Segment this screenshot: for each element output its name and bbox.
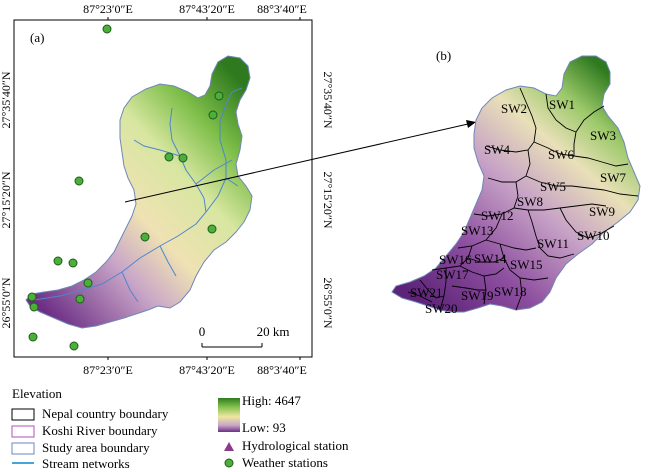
weather-station-icon bbox=[74, 176, 84, 186]
sw-label: SW17 bbox=[436, 267, 469, 282]
weather-station-icon bbox=[102, 24, 112, 34]
weather-station-icon bbox=[68, 258, 78, 268]
sw-label: SW5 bbox=[540, 179, 566, 194]
elevation-high-label: High: 4647 bbox=[242, 393, 301, 408]
study-boundary-swatch bbox=[11, 442, 35, 455]
bottom-tick-label: 88°3′40″E bbox=[257, 363, 307, 377]
legend-item: Stream networks bbox=[42, 456, 130, 472]
sw-label: SW9 bbox=[589, 204, 615, 219]
left-tick-label: 27°35′40″N bbox=[0, 71, 13, 128]
weather-station-icon bbox=[214, 91, 224, 101]
sw-label: SW10 bbox=[577, 228, 610, 243]
elevation-ramp bbox=[218, 398, 240, 432]
legend-label: Koshi River boundary bbox=[42, 423, 158, 438]
sw-label: SW19 bbox=[461, 288, 494, 303]
scale-bar-start: 0 bbox=[199, 324, 206, 339]
weather-station-icon bbox=[29, 302, 39, 312]
top-tick-label: 87°23′0″E bbox=[83, 2, 133, 16]
subwatershed-labels: SW1 SW2 SW3 SW4 SW5 SW6 SW7 SW8 SW9 SW10… bbox=[410, 97, 627, 316]
sw-label: SW21 bbox=[410, 285, 443, 300]
legend-title: Elevation bbox=[12, 386, 62, 401]
legend-label: Stream networks bbox=[42, 456, 130, 471]
weather-station-icon bbox=[69, 341, 79, 351]
bottom-tick-label: 87°23′0″E bbox=[83, 363, 133, 377]
sw-label: SW3 bbox=[590, 128, 616, 143]
sw-label: SW16 bbox=[439, 252, 472, 267]
weather-stations-a bbox=[27, 24, 224, 351]
elevation-legend: High: 4647 Low: 93 Hydrological station … bbox=[218, 393, 418, 471]
nepal-boundary-swatch bbox=[11, 408, 35, 421]
left-tick-label: 26°55′0″N bbox=[0, 277, 13, 328]
weather-station-icon bbox=[53, 256, 63, 266]
sw-label: SW8 bbox=[517, 194, 543, 209]
sw-label: SW13 bbox=[461, 223, 494, 238]
sw-label: SW1 bbox=[549, 97, 575, 112]
sw-label: SW2 bbox=[501, 101, 527, 116]
sw-label: SW20 bbox=[425, 301, 458, 316]
right-tick-label: 27°35′40″N bbox=[321, 71, 335, 128]
weather-station-icon bbox=[164, 152, 174, 162]
panel-a-label: (a) bbox=[30, 30, 44, 45]
sw-label: SW15 bbox=[510, 257, 543, 272]
stream-network-a bbox=[33, 87, 243, 303]
bottom-tick-label: 87°43′20″E bbox=[179, 363, 235, 377]
sw-label: SW11 bbox=[537, 236, 569, 251]
sw-label: SW14 bbox=[474, 251, 507, 266]
left-ticks: 27°35′40″N 27°15′20″N 26°55′0″N bbox=[0, 71, 13, 328]
study-area-a bbox=[25, 55, 253, 329]
koshi-boundary-swatch bbox=[11, 425, 35, 438]
weather-station-icon bbox=[178, 153, 188, 163]
weather-station-icon bbox=[208, 110, 218, 120]
legend: Elevation Nepal country boundary Koshi R… bbox=[12, 386, 392, 471]
sw-label: SW4 bbox=[484, 142, 511, 157]
sw-label: SW18 bbox=[494, 284, 527, 299]
panel-b-label: (b) bbox=[436, 48, 451, 63]
right-ticks: 27°35′40″N 27°15′20″N 26°55′0″N bbox=[321, 71, 335, 328]
weather-station-icon bbox=[83, 278, 93, 288]
legend-item: Study area boundary bbox=[42, 440, 150, 456]
top-ticks: 87°23′0″E 87°43′20″E 88°3′40″E bbox=[83, 2, 307, 20]
hydro-station-legend: Hydrological station bbox=[242, 438, 349, 454]
legend-item: Koshi River boundary bbox=[42, 423, 158, 439]
weather-station-icon bbox=[75, 294, 85, 304]
weather-station-icon bbox=[140, 232, 150, 242]
right-tick-label: 26°55′0″N bbox=[321, 277, 335, 328]
hydrological-station-icon bbox=[224, 442, 234, 451]
sw-label: SW7 bbox=[600, 170, 627, 185]
left-tick-label: 27°15′20″N bbox=[0, 171, 13, 228]
legend-symbols bbox=[11, 408, 234, 468]
weather-station-legend: Weather stations bbox=[242, 455, 328, 471]
bottom-ticks: 87°23′0″E 87°43′20″E 88°3′40″E bbox=[83, 357, 307, 377]
weather-station-icon bbox=[27, 292, 37, 302]
zoom-arrow bbox=[124, 120, 476, 203]
legend-label: Nepal country boundary bbox=[42, 406, 169, 421]
scale-bar: 0 20 km bbox=[199, 324, 290, 348]
elevation-low-label: Low: 93 bbox=[242, 420, 286, 435]
weather-station-legend-icon bbox=[224, 458, 234, 468]
legend-label: Study area boundary bbox=[42, 440, 150, 455]
legend-item: Nepal country boundary bbox=[42, 406, 168, 422]
top-tick-label: 88°3′40″E bbox=[257, 2, 307, 16]
right-tick-label: 27°15′20″N bbox=[321, 171, 335, 228]
sw-label: SW12 bbox=[481, 208, 514, 223]
weather-station-icon bbox=[207, 224, 217, 234]
top-tick-label: 87°43′20″E bbox=[179, 2, 235, 16]
hydro-station-label: Hydrological station bbox=[242, 438, 349, 453]
weather-station-label: Weather stations bbox=[242, 455, 328, 470]
scale-bar-end: 20 km bbox=[257, 324, 290, 339]
subwatershed-boundaries bbox=[407, 87, 639, 311]
weather-station-icon bbox=[28, 332, 38, 342]
sw-label: SW6 bbox=[548, 147, 575, 162]
